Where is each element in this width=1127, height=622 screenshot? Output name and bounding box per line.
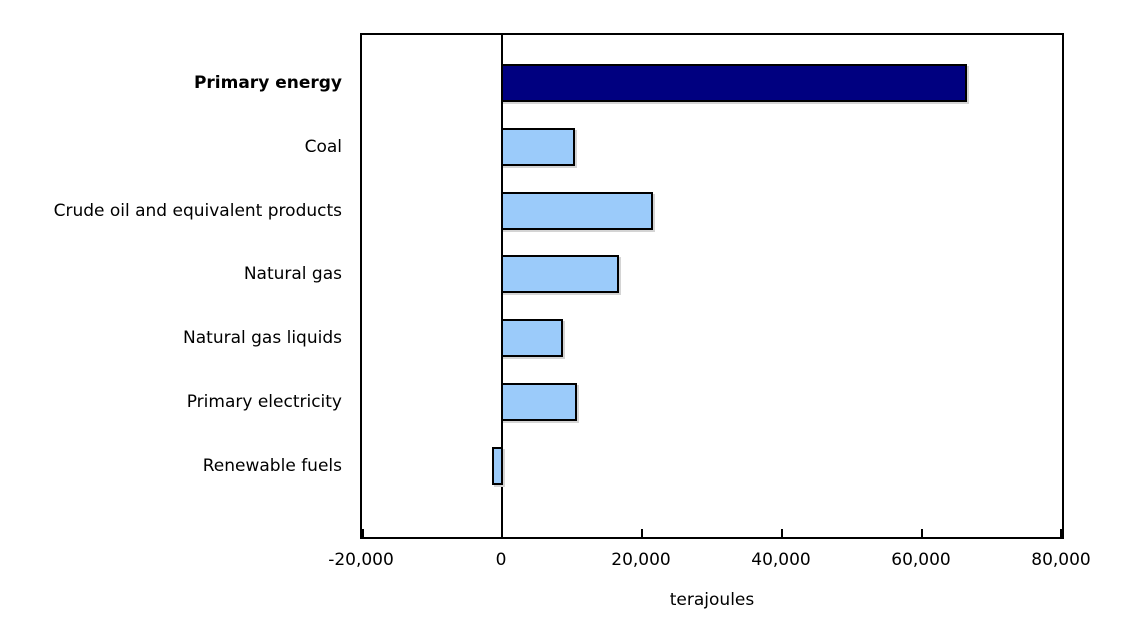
bar-primary-energy	[501, 64, 967, 103]
x-tick-label-80000: 80,000	[1031, 550, 1091, 570]
x-tick-80000	[1060, 529, 1062, 537]
category-label-renewable-fuels: Renewable fuels	[202, 455, 342, 476]
bar-natural-gas	[501, 255, 619, 294]
bar-natural-gas-liquids	[501, 319, 563, 358]
x-tick-20000	[641, 529, 643, 537]
x-tick-label-0: 0	[495, 550, 507, 570]
category-label-primary-energy: Primary energy	[193, 73, 342, 94]
category-label-natural-gas: Natural gas	[243, 264, 342, 285]
category-label-crude-oil-and-equivalent-products: Crude oil and equivalent products	[53, 200, 342, 221]
bar-coal	[501, 128, 576, 166]
x-tick-0	[501, 529, 503, 537]
bar-crude-oil-and-equivalent-products	[501, 191, 653, 230]
x-tick--20000	[362, 529, 364, 537]
x-tick-60000	[921, 529, 923, 537]
plot-area	[360, 33, 1064, 539]
bar-renewable-fuels	[491, 446, 503, 485]
bar-primary-electricity	[501, 382, 578, 421]
x-tick-label-20000: 20,000	[611, 550, 671, 570]
category-label-natural-gas-liquids: Natural gas liquids	[183, 328, 342, 349]
category-label-coal: Coal	[304, 137, 342, 157]
x-axis-label: terajoules	[669, 590, 755, 610]
x-tick-40000	[781, 529, 783, 537]
x-tick-label--20000: -20,000	[328, 550, 394, 570]
x-tick-label-40000: 40,000	[751, 550, 811, 570]
category-label-primary-electricity: Primary electricity	[186, 391, 342, 412]
x-tick-label-60000: 60,000	[891, 550, 951, 570]
